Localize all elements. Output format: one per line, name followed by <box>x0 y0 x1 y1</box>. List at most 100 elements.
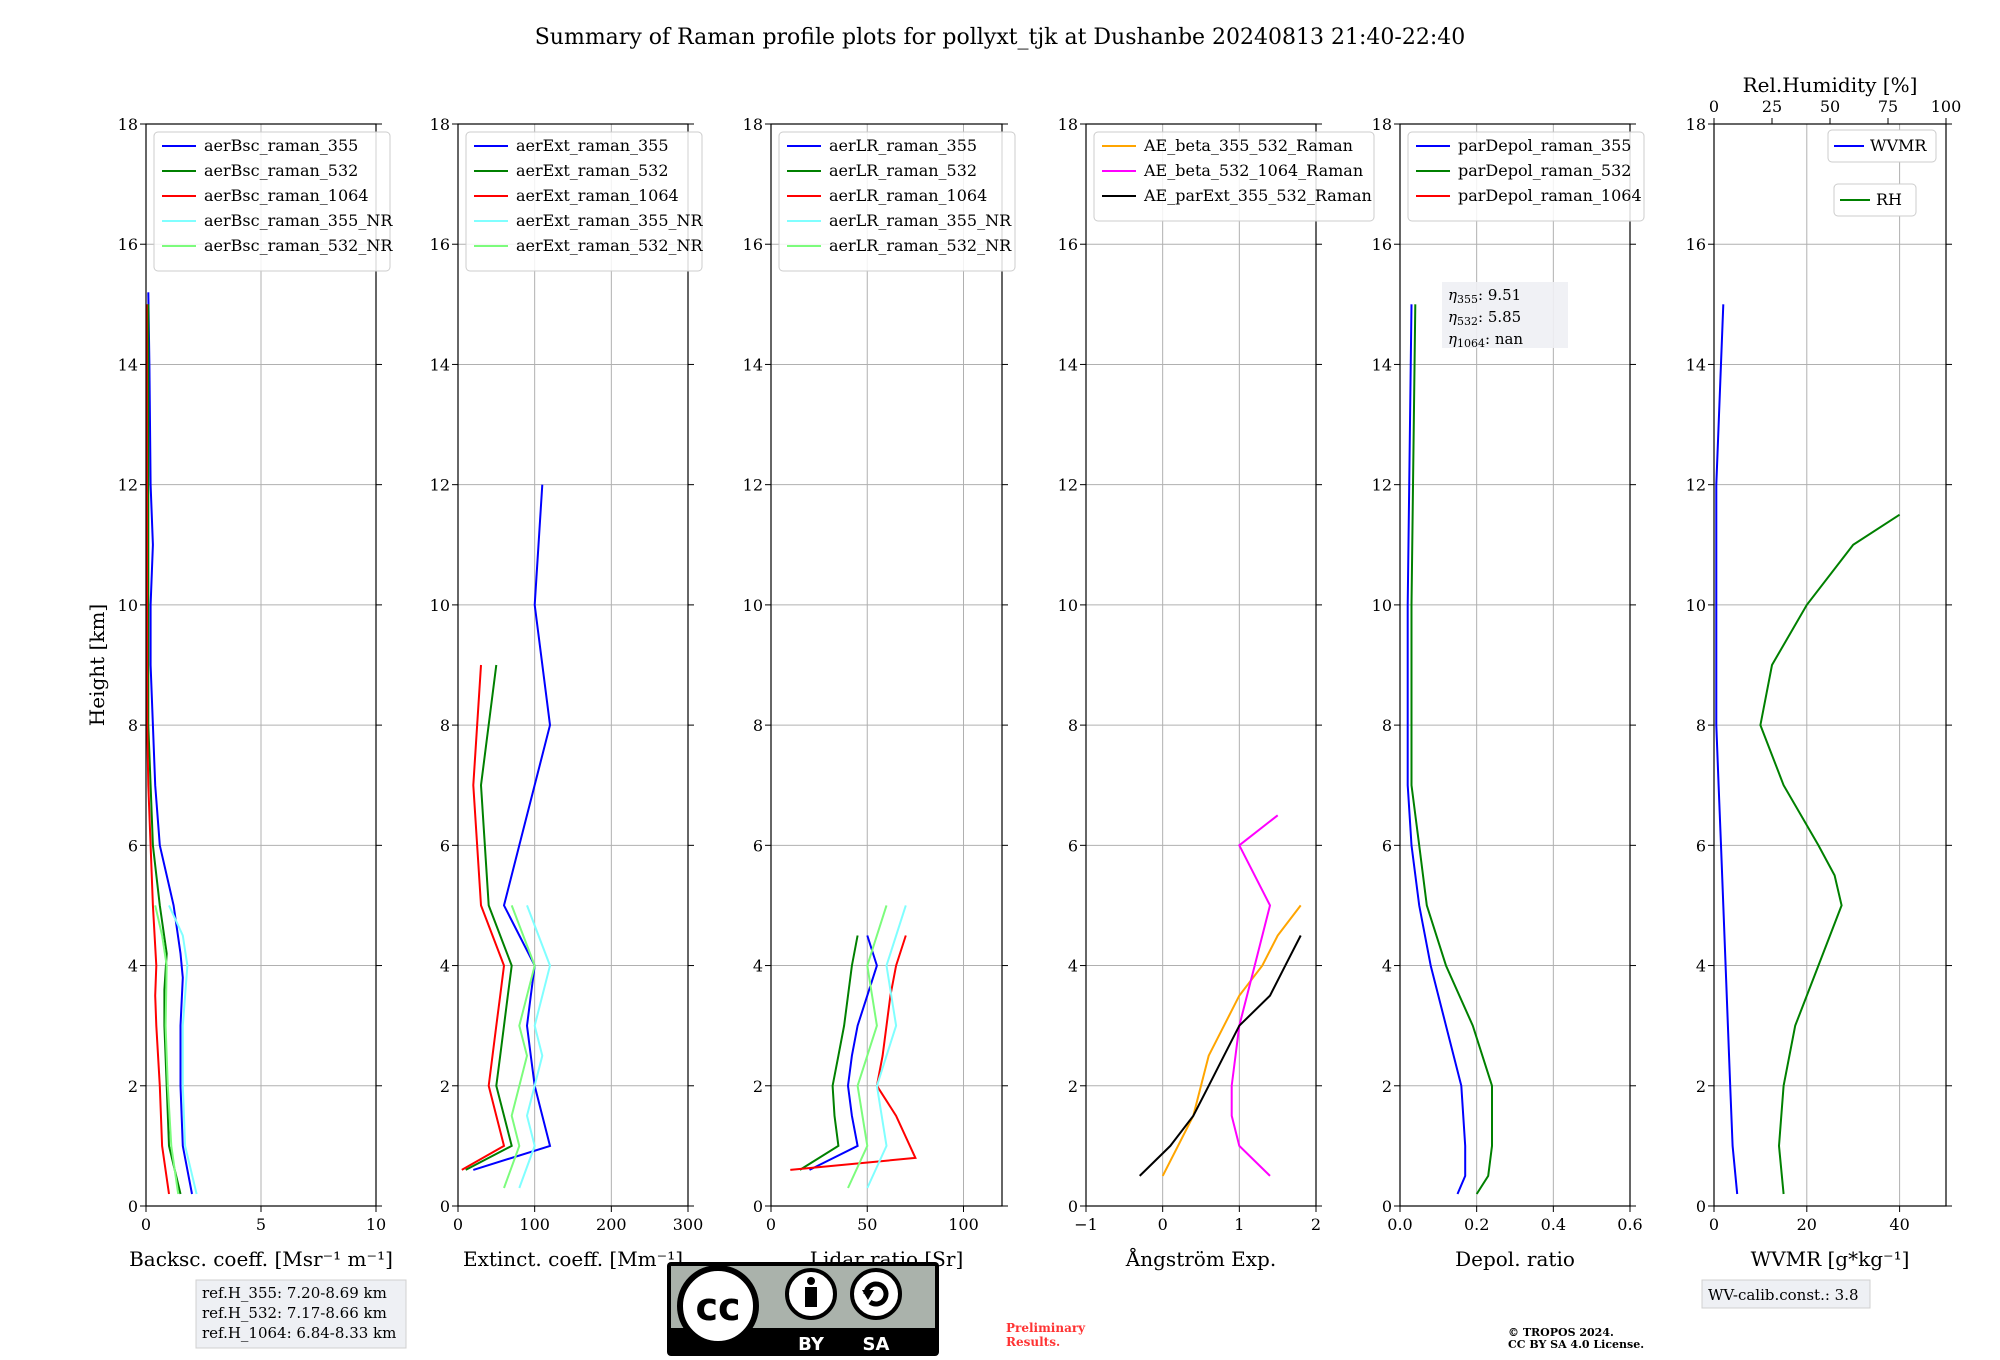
y-tick-label: 2 <box>1696 1077 1706 1096</box>
x-tick-label: 0 <box>1709 1215 1719 1234</box>
x-tick-label: 0.0 <box>1387 1215 1412 1234</box>
x2-axis-label: Rel.Humidity [%] <box>1743 73 1918 97</box>
x-tick-label: 100 <box>948 1215 979 1234</box>
y-tick-label: 6 <box>753 836 763 855</box>
x-axis-label: Depol. ratio <box>1455 1247 1575 1271</box>
x-axis-label: Backsc. coeff. [Msr⁻¹ m⁻¹] <box>129 1247 393 1271</box>
legend-entry: parDepol_raman_532 <box>1458 161 1631 180</box>
x2-tick-label: 100 <box>1931 97 1962 116</box>
x-tick-label: 0.4 <box>1541 1215 1566 1234</box>
y-tick-label: 6 <box>1382 836 1392 855</box>
y-tick-label: 2 <box>753 1077 763 1096</box>
y-tick-label: 8 <box>753 716 763 735</box>
legend-entry: aerExt_raman_355_NR <box>516 211 704 230</box>
y-tick-label: 10 <box>430 596 450 615</box>
series-line-RH <box>1759 513 1901 1195</box>
panel-1: 0 5 10 0 2 4 6 8 10 12 14 16 18 Backsc. coeff. [Msr⁻¹… <box>118 115 394 1271</box>
y-tick-label: 12 <box>1686 476 1706 495</box>
y-tick-label: 14 <box>1686 355 1706 374</box>
legend-entry: aerBsc_raman_1064 <box>204 186 369 205</box>
ref-h-532: ref.H_532: 7.17-8.66 km <box>202 1304 387 1322</box>
series-line-aerLR_raman_1064 <box>790 935 917 1171</box>
legend-entry: aerExt_raman_1064 <box>516 186 679 205</box>
legend: aerBsc_raman_355 aerBsc_raman_532 aerBsc_r… <box>153 131 393 272</box>
y-tick-label: 0 <box>1382 1197 1392 1216</box>
preliminary-line2: Results. <box>1006 1335 1060 1349</box>
y-tick-label: 0 <box>753 1197 763 1216</box>
figure-title: Summary of Raman profile plots for polly… <box>535 25 1466 50</box>
x2-tick-label: 75 <box>1878 97 1898 116</box>
y-tick-label: 18 <box>430 115 450 134</box>
y-tick-label: 8 <box>1068 716 1078 735</box>
y-tick-label: 10 <box>1372 596 1392 615</box>
y-tick-label: 16 <box>430 235 450 254</box>
x-tick-label: 200 <box>596 1215 627 1234</box>
y-tick-label: 8 <box>1696 716 1706 735</box>
legend-box <box>778 131 1016 272</box>
x2-tick-label: 25 <box>1762 97 1782 116</box>
series-line-aerBsc_raman_532_NR <box>154 905 180 1195</box>
y-tick-label: 2 <box>1068 1077 1078 1096</box>
x-tick-label: 5 <box>256 1215 266 1234</box>
sa-label: SA <box>863 1334 890 1355</box>
copyright-line2: CC BY SA 4.0 License. <box>1508 1338 1644 1351</box>
x2-tick-label: 50 <box>1820 97 1840 116</box>
legend: AE_beta_355_532_Raman AE_beta_532_1064_Ra… <box>1093 131 1375 222</box>
ref-h-355: ref.H_355: 7.20-8.69 km <box>202 1284 387 1302</box>
legend-entry: parDepol_raman_355 <box>1458 136 1631 155</box>
x-tick-label: 40 <box>1889 1215 1909 1234</box>
y-tick-label: 8 <box>440 716 450 735</box>
x-tick-label: 0 <box>453 1215 463 1234</box>
legend-entry: RH <box>1876 190 1902 209</box>
y-tick-label: 10 <box>1058 596 1078 615</box>
series-line-aerLR_raman_532 <box>799 935 859 1171</box>
series-line-aerBsc_raman_1064 <box>145 304 170 1195</box>
legend: WVMR RH <box>1827 129 1937 217</box>
panel-6: 0 20 40 0 2 4 6 8 10 12 14 16 18 WVMR [g*kg⁻¹] 0 25 50 75… <box>1686 73 1962 1271</box>
y-tick-label: 12 <box>430 476 450 495</box>
x-tick-label: −1 <box>1074 1215 1098 1234</box>
y-tick-label: 0 <box>1696 1197 1706 1216</box>
y-tick-label: 6 <box>440 836 450 855</box>
x-tick-label: 100 <box>519 1215 550 1234</box>
x-tick-label: 300 <box>673 1215 704 1234</box>
y-tick-label: 10 <box>1686 596 1706 615</box>
axes-frame <box>457 123 689 1207</box>
y-tick-label: 10 <box>743 596 763 615</box>
ref-height-annotation: ref.H_355: 7.20-8.69 km ref.H_532: 7.17-… <box>195 1279 407 1349</box>
series-line-WVMR <box>1715 304 1739 1195</box>
y-tick-label: 16 <box>1058 235 1078 254</box>
eta-box <box>1442 282 1568 348</box>
y-tick-label: 6 <box>1068 836 1078 855</box>
y-tick-label: 16 <box>118 235 138 254</box>
legend: aerLR_raman_355 aerLR_raman_532 aerLR_rama… <box>778 131 1016 272</box>
legend-entry: aerBsc_raman_355 <box>204 136 358 155</box>
y-tick-label: 12 <box>1058 476 1078 495</box>
legend-entry: aerBsc_raman_532 <box>204 161 358 180</box>
y-tick-label: 14 <box>1058 355 1078 374</box>
y-tick-label: 4 <box>1696 957 1706 976</box>
x-tick-label: 0 <box>766 1215 776 1234</box>
axes-frame <box>1085 123 1317 1207</box>
y-tick-label: 16 <box>743 235 763 254</box>
y-tick-label: 14 <box>430 355 450 374</box>
series-line-aerLR_raman_532_NR <box>847 905 888 1189</box>
preliminary-line1: Preliminary <box>1006 1321 1086 1335</box>
x-axis-label: Ångström Exp. <box>1125 1246 1276 1271</box>
x-tick-label: 2 <box>1311 1215 1321 1234</box>
y-tick-label: 0 <box>1068 1197 1078 1216</box>
legend-entry: aerExt_raman_532 <box>516 161 669 180</box>
ref-h-1064: ref.H_1064: 6.84-8.33 km <box>202 1324 396 1342</box>
series-line-aerBsc_raman_355_NR <box>168 904 198 1195</box>
eta-532: η532: 5.85 <box>1448 308 1521 328</box>
y-tick-label: 18 <box>1686 115 1706 134</box>
legend-entry: aerLR_raman_532 <box>829 161 977 180</box>
y-tick-label: 2 <box>440 1077 450 1096</box>
axes-frame <box>770 123 1003 1207</box>
axes-frame <box>1713 123 1947 1207</box>
panel-5: 0.0 0.2 0.4 0.6 0 2 4 6 8 10 12 14 16 18 Depol. ratio p… <box>1372 115 1645 1271</box>
legend-entry: aerBsc_raman_532_NR <box>204 236 393 255</box>
